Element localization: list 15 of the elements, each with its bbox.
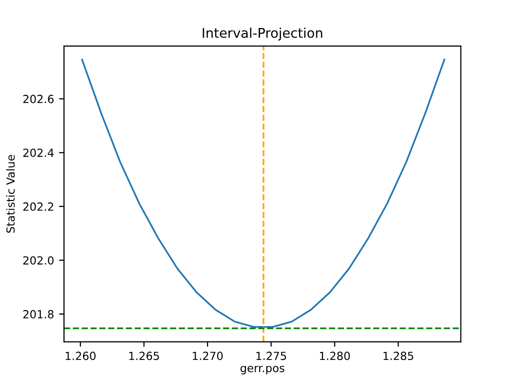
x-tick-label: 1.265	[129, 352, 159, 360]
x-tick-label: 1.260	[66, 352, 96, 360]
y-axis-title: Statistic Value	[6, 154, 15, 233]
y-tick-label: 202.0	[23, 256, 54, 265]
x-axis-title: gerr.pos	[240, 366, 284, 374]
chart-title: Interval-Projection	[202, 28, 322, 41]
x-tick-label: 1.270	[192, 352, 223, 360]
y-tick-label: 202.2	[23, 202, 54, 211]
x-tick-label: 1.285	[384, 352, 414, 360]
x-tick-label: 1.280	[320, 352, 350, 360]
y-tick-label: 202.4	[23, 148, 54, 157]
y-tick-label: 202.6	[23, 94, 54, 104]
y-tick-label: 201.8	[23, 310, 54, 318]
x-tick-label: 1.275	[256, 352, 286, 360]
line-series	[81, 58, 446, 328]
